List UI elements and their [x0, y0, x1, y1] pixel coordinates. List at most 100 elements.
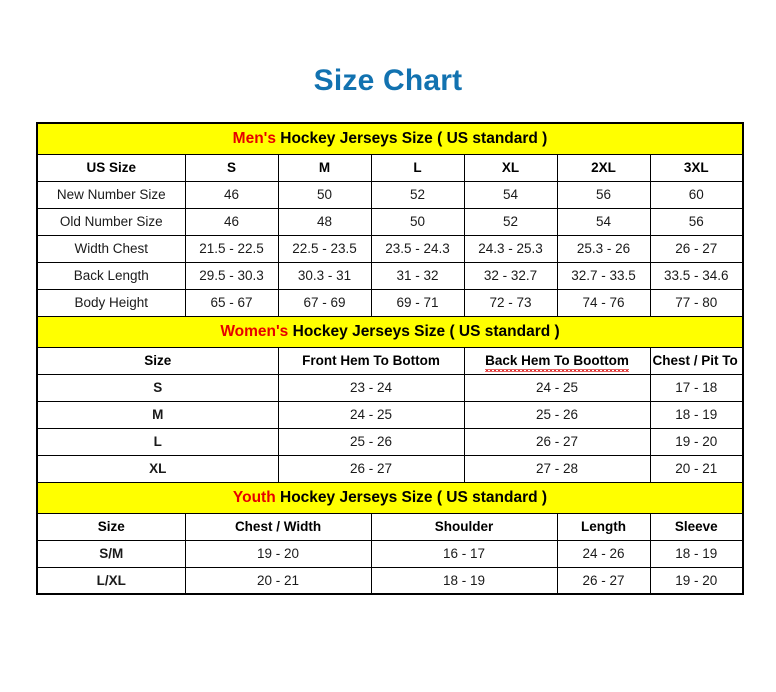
- table-row: Width Chest 21.5 - 22.5 22.5 - 23.5 23.5…: [36, 234, 744, 263]
- mens-row-1-value-0: 46: [184, 207, 279, 236]
- youth-row-1-value-0: 20 - 21: [184, 566, 372, 595]
- section-banner-mens-accent: Men's: [232, 129, 276, 147]
- womens-row-1-value-1: 25 - 26: [463, 400, 651, 429]
- section-banner-womens: Women's Hockey Jerseys Size ( US standar…: [36, 315, 744, 348]
- mens-row-4-value-5: 77 - 80: [649, 288, 744, 317]
- section-banner-youth-cell: Youth Hockey Jerseys Size ( US standard …: [36, 481, 744, 514]
- youth-row-0-label: S/M: [36, 539, 186, 568]
- youth-col-header-1: Chest / Width: [184, 512, 372, 541]
- mens-row-4-value-2: 69 - 71: [370, 288, 465, 317]
- youth-row-0-value-2: 24 - 26: [556, 539, 651, 568]
- womens-row-3-value-0: 26 - 27: [277, 454, 465, 483]
- mens-row-2-value-5: 26 - 27: [649, 234, 744, 263]
- youth-row-1-label: L/XL: [36, 566, 186, 595]
- youth-col-header-4: Sleeve: [649, 512, 744, 541]
- section-banner-youth: Youth Hockey Jerseys Size ( US standard …: [36, 481, 744, 514]
- womens-col-header-1: Front Hem To Bottom: [277, 346, 465, 375]
- womens-col-header-2: Back Hem To Boottom: [463, 346, 651, 375]
- womens-row-3-value-1: 27 - 28: [463, 454, 651, 483]
- mens-row-1-value-1: 48: [277, 207, 372, 236]
- size-chart-table-container: Men's Hockey Jerseys Size ( US standard …: [36, 122, 744, 595]
- mens-row-0-value-0: 46: [184, 180, 279, 209]
- section-banner-youth-rest: Hockey Jerseys Size ( US standard ): [275, 488, 548, 506]
- table-row: Old Number Size 46 48 50 52 54 56: [36, 207, 744, 236]
- table-row: Back Length 29.5 - 30.3 30.3 - 31 31 - 3…: [36, 261, 744, 290]
- mens-row-2-value-0: 21.5 - 22.5: [184, 234, 279, 263]
- womens-row-1-value-2: 18 - 19: [649, 400, 744, 429]
- mens-row-1-value-3: 52: [463, 207, 558, 236]
- womens-row-0-label: S: [36, 373, 279, 402]
- mens-row-0-value-3: 54: [463, 180, 558, 209]
- section-banner-youth-accent: Youth: [232, 488, 276, 506]
- youth-row-1-value-1: 18 - 19: [370, 566, 558, 595]
- youth-row-0-value-0: 19 - 20: [184, 539, 372, 568]
- mens-col-header-5: 2XL: [556, 153, 651, 182]
- womens-row-1-label: M: [36, 400, 279, 429]
- womens-row-0-value-1: 24 - 25: [463, 373, 651, 402]
- mens-row-4-value-0: 65 - 67: [184, 288, 279, 317]
- table-row: XL 26 - 27 27 - 28 20 - 21: [36, 454, 744, 483]
- mens-row-3-value-1: 30.3 - 31: [277, 261, 372, 290]
- table-row: L 25 - 26 26 - 27 19 - 20: [36, 427, 744, 456]
- mens-row-3-value-3: 32 - 32.7: [463, 261, 558, 290]
- mens-row-0-label: New Number Size: [36, 180, 186, 209]
- mens-column-header-row: US Size S M L XL 2XL 3XL: [36, 153, 744, 182]
- mens-row-2-value-2: 23.5 - 24.3: [370, 234, 465, 263]
- mens-row-4-value-3: 72 - 73: [463, 288, 558, 317]
- womens-col-header-3: Chest / Pit To Pit: [649, 346, 744, 375]
- page-title: Size Chart: [313, 64, 463, 97]
- mens-row-2-value-1: 22.5 - 23.5: [277, 234, 372, 263]
- womens-row-1-value-0: 24 - 25: [277, 400, 465, 429]
- section-banner-womens-rest: Hockey Jerseys Size ( US standard ): [288, 322, 560, 340]
- table-row: L/XL 20 - 21 18 - 19 26 - 27 19 - 20: [36, 566, 744, 595]
- table-row: New Number Size 46 50 52 54 56 60: [36, 180, 744, 209]
- womens-col-header-2-text: Back Hem To Boottom: [485, 353, 629, 372]
- youth-col-header-2: Shoulder: [370, 512, 558, 541]
- mens-row-3-label: Back Length: [36, 261, 186, 290]
- mens-row-2-value-3: 24.3 - 25.3: [463, 234, 558, 263]
- mens-row-1-value-5: 56: [649, 207, 744, 236]
- mens-row-2-label: Width Chest: [36, 234, 186, 263]
- table-row: Body Height 65 - 67 67 - 69 69 - 71 72 -…: [36, 288, 744, 317]
- mens-row-3-value-5: 33.5 - 34.6: [649, 261, 744, 290]
- mens-row-2-value-4: 25.3 - 26: [556, 234, 651, 263]
- youth-col-header-0: Size: [36, 512, 186, 541]
- section-banner-womens-accent: Women's: [220, 322, 289, 340]
- youth-row-1-value-3: 19 - 20: [649, 566, 744, 595]
- womens-row-2-value-0: 25 - 26: [277, 427, 465, 456]
- mens-row-3-value-4: 32.7 - 33.5: [556, 261, 651, 290]
- womens-row-2-value-1: 26 - 27: [463, 427, 651, 456]
- mens-col-header-3: L: [370, 153, 465, 182]
- mens-row-4-value-1: 67 - 69: [277, 288, 372, 317]
- mens-col-header-1: S: [184, 153, 279, 182]
- mens-col-header-4: XL: [463, 153, 558, 182]
- table-row: M 24 - 25 25 - 26 18 - 19: [36, 400, 744, 429]
- mens-row-0-value-5: 60: [649, 180, 744, 209]
- womens-row-2-label: L: [36, 427, 279, 456]
- womens-row-3-value-2: 20 - 21: [649, 454, 744, 483]
- womens-col-header-0: Size: [36, 346, 279, 375]
- mens-row-4-label: Body Height: [36, 288, 186, 317]
- table-row: S 23 - 24 24 - 25 17 - 18: [36, 373, 744, 402]
- youth-row-0-value-1: 16 - 17: [370, 539, 558, 568]
- womens-row-2-value-2: 19 - 20: [649, 427, 744, 456]
- section-banner-womens-cell: Women's Hockey Jerseys Size ( US standar…: [36, 315, 744, 348]
- mens-col-header-2: M: [277, 153, 372, 182]
- mens-row-0-value-4: 56: [556, 180, 651, 209]
- youth-row-1-value-2: 26 - 27: [556, 566, 651, 595]
- mens-row-1-value-2: 50: [370, 207, 465, 236]
- section-banner-mens-cell: Men's Hockey Jerseys Size ( US standard …: [36, 122, 744, 155]
- mens-col-header-0: US Size: [36, 153, 186, 182]
- mens-row-0-value-1: 50: [277, 180, 372, 209]
- youth-row-0-value-3: 18 - 19: [649, 539, 744, 568]
- womens-row-3-label: XL: [36, 454, 279, 483]
- womens-column-header-row: Size Front Hem To Bottom Back Hem To Boo…: [36, 346, 744, 375]
- table-row: S/M 19 - 20 16 - 17 24 - 26 18 - 19: [36, 539, 744, 568]
- mens-row-4-value-4: 74 - 76: [556, 288, 651, 317]
- mens-col-header-6: 3XL: [649, 153, 744, 182]
- womens-row-0-value-0: 23 - 24: [277, 373, 465, 402]
- mens-row-3-value-0: 29.5 - 30.3: [184, 261, 279, 290]
- youth-col-header-3: Length: [556, 512, 651, 541]
- mens-row-1-value-4: 54: [556, 207, 651, 236]
